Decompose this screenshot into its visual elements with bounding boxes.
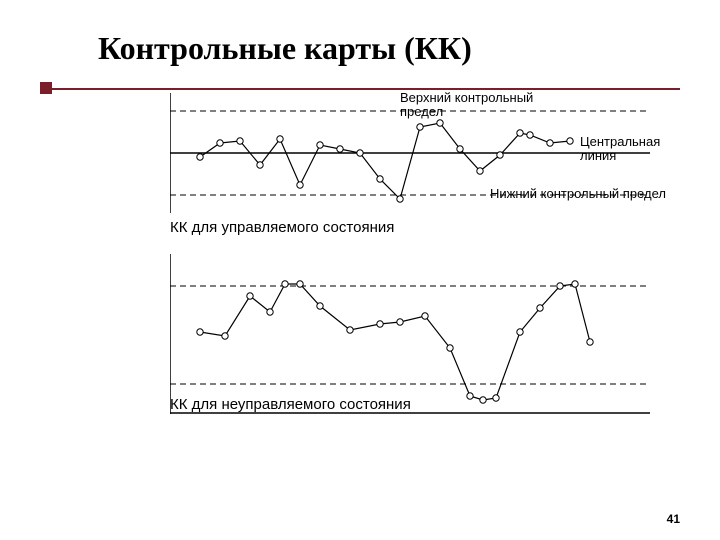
page-number: 41	[667, 512, 680, 526]
label-lcl: Нижний контрольный предел	[490, 187, 710, 201]
title-underline	[40, 88, 680, 90]
page-title: Контрольные карты (КК)	[98, 30, 680, 67]
control-chart-unmanaged	[170, 254, 650, 414]
caption-managed: КК для управляемого состояния	[170, 219, 650, 236]
control-chart-managed: Верхний контрольный предел Центральная л…	[170, 93, 650, 213]
label-ucl: Верхний контрольный предел	[400, 91, 560, 120]
label-center: Центральная линия	[580, 135, 690, 164]
chart2-svg	[170, 254, 650, 414]
